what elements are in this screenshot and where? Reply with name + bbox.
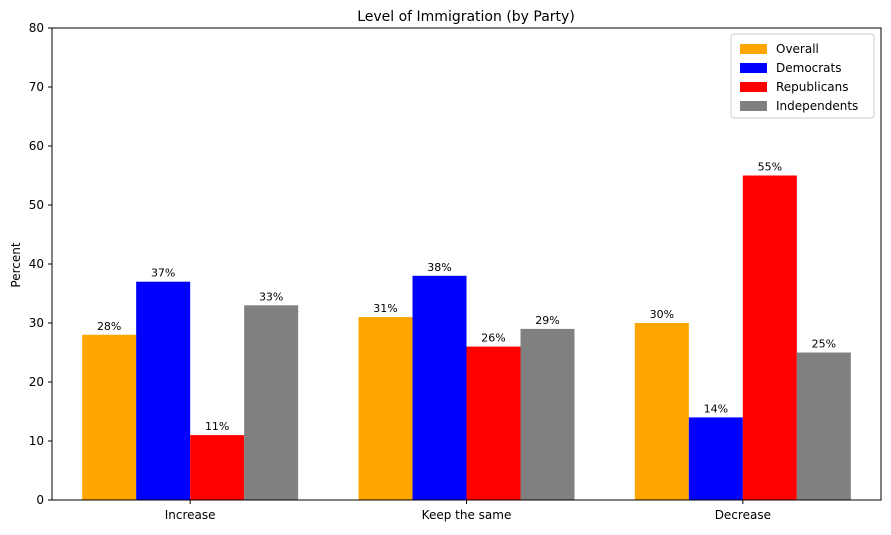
data-label-democrats-keep-the-same: 38% xyxy=(427,261,451,274)
data-label-independents-increase: 33% xyxy=(259,290,283,303)
plot-area: 28% 37% 11% 33% Increase 31% 38% 26% 29% Keep the… xyxy=(29,21,882,522)
bar-republicans-decrease xyxy=(742,175,797,500)
chart-title: Level of Immigration (by Party) xyxy=(357,9,575,25)
data-label-overall-keep-the-same: 31% xyxy=(373,302,397,315)
bar-republicans-increase xyxy=(190,435,245,500)
data-label-republicans-increase: 11% xyxy=(205,420,229,433)
legend: Overall Democrats Republicans Independents xyxy=(730,33,875,119)
data-label-independents-keep-the-same: 29% xyxy=(535,314,559,327)
plot-frame xyxy=(51,27,882,501)
legend-swatch-independents xyxy=(740,101,767,111)
legend-label-overall: Overall xyxy=(776,42,819,56)
data-label-independents-decrease: 25% xyxy=(812,338,836,351)
bar-overall-keep-the-same xyxy=(358,317,413,500)
data-label-democrats-increase: 37% xyxy=(151,267,175,280)
bar-republicans-keep-the-same xyxy=(466,346,521,500)
legend-label-democrats: Democrats xyxy=(776,61,842,75)
bar-independents-decrease xyxy=(796,352,851,500)
y-tick-label: 0 xyxy=(36,493,44,507)
legend-swatch-overall xyxy=(740,44,767,54)
y-tick-label: 60 xyxy=(29,139,44,153)
data-label-democrats-decrease: 14% xyxy=(704,402,728,415)
bar-democrats-decrease xyxy=(688,417,743,500)
y-tick-label: 10 xyxy=(29,434,44,448)
bar-overall-decrease xyxy=(634,323,689,500)
bar-independents-keep-the-same xyxy=(520,328,575,500)
x-tick-label: Decrease xyxy=(715,508,771,522)
y-tick-label: 50 xyxy=(29,198,44,212)
legend-label-independents: Independents xyxy=(776,99,858,113)
y-tick-label: 30 xyxy=(29,316,44,330)
legend-swatch-republicans xyxy=(740,82,767,92)
y-tick-label: 80 xyxy=(29,21,44,35)
bar-democrats-keep-the-same xyxy=(412,275,467,500)
y-tick-label: 40 xyxy=(29,257,44,271)
bar-overall-increase xyxy=(82,334,137,500)
data-label-overall-decrease: 30% xyxy=(650,308,674,321)
bar-democrats-increase xyxy=(136,281,191,500)
data-label-republicans-decrease: 55% xyxy=(758,161,782,174)
legend-swatch-democrats xyxy=(740,63,767,73)
x-tick-label: Keep the same xyxy=(422,508,512,522)
legend-box xyxy=(730,33,875,119)
data-label-overall-increase: 28% xyxy=(97,320,121,333)
y-tick-label: 70 xyxy=(29,80,44,94)
y-tick-label: 20 xyxy=(29,375,44,389)
bar-independents-increase xyxy=(244,305,299,500)
x-tick-label: Increase xyxy=(165,508,216,522)
y-axis-label: Percent xyxy=(9,242,23,287)
data-label-republicans-keep-the-same: 26% xyxy=(481,332,505,345)
legend-label-republicans: Republicans xyxy=(776,80,849,94)
